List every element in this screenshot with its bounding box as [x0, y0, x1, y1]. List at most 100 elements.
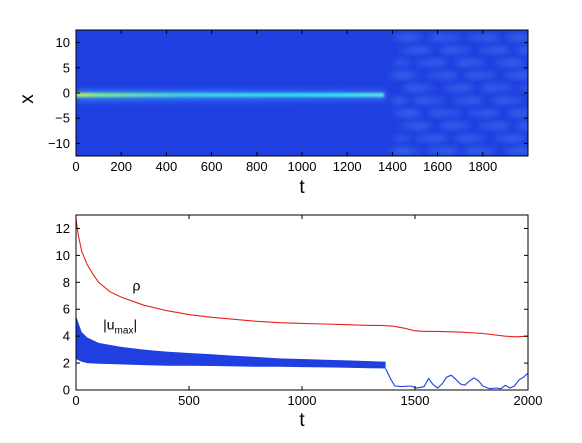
heatmap-x-tick-label: 0	[72, 159, 79, 174]
heatmap-x-tick-label: 200	[110, 159, 132, 174]
heatmap-x-tick-label: 600	[201, 159, 223, 174]
heatmap-blob	[455, 136, 474, 141]
line-y-tick-label: 6	[63, 302, 70, 317]
line-x-tick-label: 1500	[401, 393, 430, 408]
heatmap-blob	[400, 73, 419, 78]
heatmap-blob	[515, 123, 528, 128]
heatmap-blob	[412, 47, 431, 53]
heatmap-blob	[415, 136, 434, 141]
heatmap-blob	[400, 123, 419, 128]
heatmap-blob	[464, 73, 483, 78]
heatmap-x-tick-label: 1000	[288, 159, 317, 174]
heatmap-ticks: 0 200 400 600 800 1000 1200 1400 1600 1800 −10 −5 0 5…	[48, 30, 528, 174]
annotation-umax-suffix: |	[133, 316, 137, 332]
heatmap-blob	[390, 98, 409, 103]
heatmap-blob	[403, 35, 422, 40]
heatmap-blob	[429, 136, 448, 141]
line-x-tick-label: 2000	[514, 393, 543, 408]
heatmap-x-tick-label: 1400	[378, 159, 407, 174]
heatmap-blob	[464, 98, 483, 103]
heatmap-blob	[455, 85, 474, 91]
heatmap-blob	[439, 123, 458, 128]
heatmap-blob	[491, 98, 510, 103]
heatmap-blob	[439, 73, 458, 78]
series-umax-oscillation-band	[76, 316, 386, 369]
heatmap-blob	[429, 35, 448, 40]
heatmap-y-tick-label: −5	[55, 111, 70, 126]
heatmap-x-axis-label: t	[299, 177, 305, 198]
heatmap-blob	[494, 136, 513, 141]
series-rho-line	[76, 218, 528, 338]
heatmap-y-tick-label: −10	[48, 136, 70, 151]
heatmap-blob	[491, 47, 510, 53]
heatmap-blob	[439, 148, 458, 154]
heatmap-y-tick-label: 10	[56, 35, 70, 50]
heatmap-blob	[467, 110, 486, 116]
line-x-axis-label: t	[299, 410, 305, 431]
heatmap-blob	[518, 35, 528, 40]
heatmap-blob	[400, 47, 419, 53]
heatmap-blob	[518, 110, 528, 116]
heatmap-blob	[412, 98, 431, 103]
heatmap-blob	[412, 123, 431, 128]
heatmap-blob	[467, 136, 486, 141]
line-y-tick-label: 8	[63, 275, 70, 290]
heatmap-panel: 0 200 400 600 800 1000 1200 1400 1600 1800 −10 −5 0 5…	[17, 29, 529, 198]
heatmap-blob	[392, 60, 411, 65]
heatmap-x-tick-label: 800	[246, 159, 268, 174]
heatmap-blob	[442, 35, 461, 40]
heatmap-y-tick-label: 0	[63, 86, 70, 101]
heatmap-blob	[415, 60, 434, 65]
line-y-tick-label: 10	[56, 248, 70, 263]
heatmap-blob	[452, 47, 471, 53]
line-y-tick-label: 12	[56, 221, 70, 236]
heatmap-blob	[467, 35, 486, 40]
heatmap-blob	[491, 123, 510, 128]
annotation-umax-main: |u	[103, 316, 114, 332]
line-x-tick-label: 500	[178, 393, 200, 408]
heatmap-blob	[426, 98, 445, 103]
line-y-tick-label: 0	[63, 383, 70, 398]
annotation-umax-sub: max	[115, 325, 134, 336]
line-y-tick-label: 2	[63, 356, 70, 371]
heatmap-blob	[429, 110, 448, 116]
heatmap-y-tick-label: 5	[63, 60, 70, 75]
heatmap-blob	[481, 35, 500, 40]
heatmap-blob	[442, 85, 461, 91]
heatmap-blob	[439, 47, 458, 53]
line-x-tick-label: 1000	[288, 393, 317, 408]
heatmap-x-tick-label: 1600	[423, 159, 452, 174]
heatmap-blob	[507, 136, 526, 141]
annotation-umax: |umax|	[103, 316, 137, 336]
line-y-tick-label: 4	[63, 329, 70, 344]
heatmap-blob	[455, 60, 474, 65]
heatmap-blob	[481, 110, 500, 116]
heatmap-blob	[467, 60, 486, 65]
heatmap-x-tick-label: 1200	[333, 159, 362, 174]
heatmap-blob	[403, 110, 422, 116]
heatmap-blob	[392, 136, 411, 141]
heatmap-blob	[481, 85, 500, 91]
heatmap-blob	[442, 110, 461, 116]
heatmap-blob	[494, 60, 513, 65]
heatmap-blob	[515, 148, 528, 154]
heatmap-blob	[518, 85, 528, 91]
heatmap-blob	[464, 148, 483, 154]
heatmap-blob	[403, 85, 422, 91]
heatmap-blob	[400, 148, 419, 154]
heatmap-y-axis-label: x	[17, 94, 38, 104]
heatmap-blob	[515, 47, 528, 53]
heatmap-blob	[478, 123, 497, 128]
heatmap-blob	[429, 60, 448, 65]
heatmap-blob	[478, 73, 497, 78]
heatmap-blob	[504, 98, 523, 103]
heatmap-blob	[478, 148, 497, 154]
heatmap-blob	[478, 47, 497, 53]
heatmap-blob	[507, 60, 526, 65]
line-x-tick-label: 0	[72, 393, 79, 408]
heatmap-blob	[426, 73, 445, 78]
line-ticks: 0 500 1000 1500 2000 0 2 4 6 8 10 12	[56, 215, 543, 408]
heatmap-blob	[415, 85, 434, 91]
line-panel: 0 500 1000 1500 2000 0 2 4 6 8 10 12 t ρ |umax|	[56, 214, 543, 431]
